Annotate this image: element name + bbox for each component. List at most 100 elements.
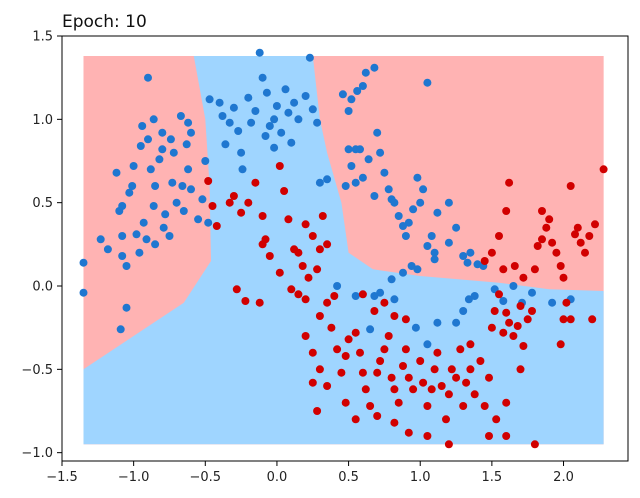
- data-point-class-1: [480, 402, 489, 410]
- data-point-class-1: [212, 222, 221, 230]
- data-point-class-1: [275, 162, 284, 170]
- y-tick-label: 0.0: [32, 280, 53, 295]
- data-point-class-1: [485, 432, 493, 440]
- x-tick-label: −1.5: [46, 470, 78, 485]
- data-point-class-0: [427, 232, 436, 240]
- data-point-class-1: [581, 248, 589, 257]
- data-point-class-1: [456, 345, 465, 354]
- data-point-class-1: [480, 257, 489, 265]
- data-point-class-0: [315, 178, 324, 187]
- data-point-class-0: [129, 162, 138, 170]
- data-point-class-1: [556, 262, 565, 270]
- data-point-class-1: [313, 407, 322, 415]
- data-point-class-1: [204, 177, 213, 185]
- data-point-class-0: [433, 208, 442, 217]
- data-point-class-0: [118, 232, 127, 240]
- y-tick-label: 1.0: [32, 113, 53, 128]
- data-point-class-1: [308, 232, 317, 240]
- data-point-class-0: [184, 118, 193, 127]
- data-point-class-0: [234, 127, 243, 135]
- data-point-class-1: [502, 432, 511, 440]
- data-point-class-1: [373, 368, 382, 377]
- data-point-class-1: [495, 290, 503, 299]
- data-point-class-1: [284, 215, 293, 224]
- data-point-class-1: [530, 265, 539, 274]
- data-point-class-0: [290, 98, 299, 107]
- data-point-class-1: [308, 378, 317, 387]
- data-point-class-0: [452, 223, 461, 232]
- data-point-class-1: [566, 315, 575, 324]
- data-point-class-1: [487, 323, 496, 332]
- data-point-class-0: [470, 292, 479, 300]
- x-tick-label: 2.0: [553, 470, 574, 485]
- data-point-class-1: [287, 285, 296, 294]
- data-point-class-0: [225, 118, 234, 127]
- data-point-class-0: [272, 102, 281, 110]
- data-point-class-1: [315, 245, 324, 254]
- data-point-class-0: [270, 143, 279, 152]
- data-point-class-1: [599, 165, 608, 174]
- data-point-class-0: [459, 307, 468, 315]
- data-point-class-1: [573, 223, 582, 232]
- data-point-class-0: [79, 288, 88, 297]
- data-point-class-0: [413, 265, 422, 274]
- data-point-class-0: [323, 175, 332, 184]
- data-point-class-1: [323, 298, 332, 307]
- data-point-class-1: [437, 382, 446, 390]
- data-point-class-0: [394, 212, 403, 220]
- data-point-class-1: [330, 292, 339, 300]
- data-point-class-0: [419, 185, 428, 194]
- data-point-class-1: [358, 368, 367, 377]
- data-point-class-0: [270, 115, 279, 124]
- data-point-class-0: [341, 182, 350, 190]
- data-point-class-0: [344, 107, 353, 115]
- y-axis: 1.5 1.0 0.5 0.0 −0.5 −1.0: [21, 30, 62, 461]
- data-point-class-1: [502, 398, 511, 407]
- data-point-class-0: [287, 138, 296, 147]
- data-point-class-1: [452, 373, 461, 382]
- data-point-class-1: [376, 357, 385, 365]
- data-point-class-0: [401, 232, 410, 240]
- data-point-class-1: [323, 382, 332, 390]
- data-point-class-1: [294, 290, 303, 299]
- data-point-class-1: [416, 357, 425, 365]
- data-point-class-1: [433, 348, 442, 357]
- data-point-class-1: [545, 215, 554, 224]
- data-point-class-1: [533, 242, 542, 250]
- data-point-class-1: [499, 265, 508, 274]
- data-point-class-0: [444, 198, 453, 207]
- data-point-class-1: [380, 345, 389, 354]
- data-point-class-1: [225, 198, 234, 207]
- data-point-class-0: [178, 182, 187, 190]
- data-point-class-1: [588, 315, 597, 324]
- data-point-class-1: [462, 378, 471, 387]
- data-point-class-1: [509, 332, 518, 340]
- chart-title: Epoch: 10: [62, 12, 147, 32]
- data-point-class-0: [409, 205, 418, 214]
- data-point-class-0: [118, 252, 127, 260]
- data-point-layer: [79, 48, 608, 449]
- data-point-class-0: [132, 230, 141, 239]
- data-point-class-1: [559, 273, 568, 282]
- data-point-class-1: [556, 340, 565, 349]
- data-point-class-0: [151, 182, 160, 190]
- data-point-class-0: [139, 218, 148, 227]
- data-point-class-0: [187, 185, 195, 194]
- y-tick-label: −1.0: [21, 446, 53, 461]
- data-point-class-1: [315, 312, 324, 320]
- data-point-class-1: [552, 248, 561, 257]
- data-point-class-0: [358, 173, 367, 182]
- data-point-class-0: [161, 210, 170, 219]
- data-point-class-1: [301, 220, 310, 229]
- y-tick-label: 1.5: [32, 30, 53, 45]
- data-point-class-0: [128, 182, 137, 190]
- data-point-class-0: [338, 90, 347, 99]
- x-tick-label: 1.5: [482, 470, 503, 485]
- data-point-class-0: [301, 92, 310, 100]
- data-point-class-0: [370, 292, 379, 300]
- data-point-class-0: [433, 318, 442, 327]
- data-point-class-0: [305, 53, 314, 62]
- plot-frame: [61, 35, 629, 462]
- data-point-class-0: [528, 288, 536, 297]
